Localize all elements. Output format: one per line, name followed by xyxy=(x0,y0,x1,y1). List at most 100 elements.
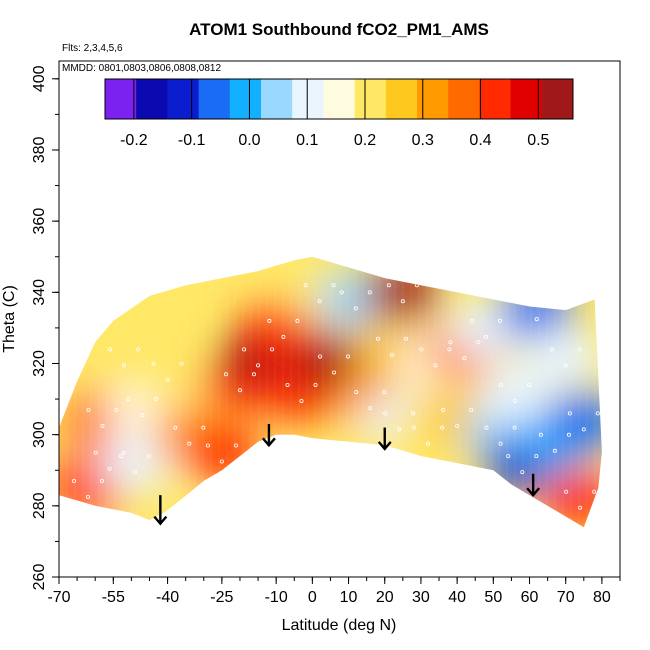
colorbar-tick-label: 0.5 xyxy=(527,132,549,149)
y-tick-label: 360 xyxy=(31,208,48,235)
sample-points xyxy=(71,283,600,510)
x-tick-label: -10 xyxy=(265,589,288,606)
sample-point xyxy=(375,336,380,341)
sample-point xyxy=(581,427,586,432)
colorbar-cell xyxy=(510,79,543,119)
sample-point xyxy=(592,489,597,494)
sample-point xyxy=(71,479,76,484)
sample-point xyxy=(403,336,408,341)
y-tick-label: 260 xyxy=(31,564,48,591)
x-tick-label: 70 xyxy=(557,589,575,606)
sample-point xyxy=(233,443,238,448)
colorbar-cell xyxy=(479,79,512,119)
sample-point xyxy=(520,301,525,306)
sample-point xyxy=(484,425,489,430)
sample-point xyxy=(566,432,571,437)
plot-area xyxy=(59,256,602,528)
sample-point xyxy=(548,301,553,306)
sample-point xyxy=(368,406,373,411)
sample-point xyxy=(455,423,460,428)
sample-point xyxy=(299,398,304,403)
x-tick-label: 10 xyxy=(340,589,358,606)
sample-point xyxy=(267,318,272,323)
sample-point xyxy=(119,454,124,459)
x-tick-label: -40 xyxy=(156,589,179,606)
sample-point xyxy=(383,411,388,416)
sample-point xyxy=(447,347,452,352)
colorbar-cell xyxy=(385,79,418,119)
sample-point xyxy=(411,411,416,416)
y-tick-label: 280 xyxy=(31,492,48,519)
y-axis: 260 280 300 320 340 360 380 400 xyxy=(31,65,59,590)
sample-point xyxy=(151,361,156,366)
sample-point xyxy=(538,432,543,437)
profile-arrows xyxy=(153,423,541,526)
sample-point xyxy=(506,454,511,459)
colorbar-tick-label: 0.0 xyxy=(238,132,260,149)
sample-point xyxy=(448,340,453,345)
x-axis-label: Latitude (deg N) xyxy=(282,617,397,634)
sample-point xyxy=(426,441,431,446)
sample-point xyxy=(133,470,138,475)
y-tick-label: 340 xyxy=(31,279,48,306)
sample-point xyxy=(121,450,126,455)
sample-point xyxy=(147,454,152,459)
sample-point xyxy=(331,283,336,288)
sample-point xyxy=(476,340,481,345)
sample-point xyxy=(354,390,359,395)
sample-point xyxy=(527,382,532,387)
colorbar-tick-label: 0.3 xyxy=(412,132,434,149)
sample-point xyxy=(86,407,91,412)
sample-point xyxy=(108,347,113,352)
sample-point xyxy=(367,290,372,295)
x-tick-label: -70 xyxy=(47,589,70,606)
flights-annotation: Flts: 2,3,4,5,6 xyxy=(62,43,123,54)
sample-point xyxy=(237,388,242,393)
sample-point xyxy=(513,398,518,403)
profile-arrow xyxy=(526,473,541,497)
sample-point xyxy=(520,470,525,475)
sample-point xyxy=(303,283,308,288)
heatmap-cell xyxy=(86,326,163,387)
sample-point xyxy=(346,354,351,359)
colorbar-tick-label: 0.4 xyxy=(469,132,491,149)
sample-point xyxy=(201,425,206,430)
colorbar-tick-label: 0.2 xyxy=(354,132,376,149)
sample-point xyxy=(440,425,445,430)
heatmap-cell xyxy=(542,468,602,528)
sample-point xyxy=(126,397,131,402)
sample-point xyxy=(382,390,387,395)
sample-point xyxy=(470,318,475,323)
sample-point xyxy=(179,361,184,366)
sample-point xyxy=(285,382,290,387)
colorbar-cell xyxy=(229,79,262,119)
sample-point xyxy=(484,334,489,339)
sample-point xyxy=(397,427,402,432)
sample-point xyxy=(219,459,224,464)
colorbar-cell xyxy=(323,79,356,119)
colorbar-cell xyxy=(541,79,574,119)
y-axis-label: Theta (C) xyxy=(1,285,18,353)
sample-point xyxy=(154,397,159,402)
profile-arrow xyxy=(377,427,392,451)
sample-point xyxy=(419,347,424,352)
sample-point xyxy=(313,382,318,387)
x-tick-label: 40 xyxy=(448,589,466,606)
y-tick-label: 400 xyxy=(31,65,48,92)
y-tick-label: 300 xyxy=(31,421,48,448)
x-tick-label: 0 xyxy=(308,589,317,606)
colorbar-cell xyxy=(417,79,449,119)
sample-point xyxy=(339,290,344,295)
x-axis: -70 -55 -40 -25 -10 0 10 20 30 40 50 60 70 80 xyxy=(47,577,621,606)
x-tick-label: 60 xyxy=(521,589,539,606)
plot-frame xyxy=(58,60,621,578)
sample-point xyxy=(563,363,568,368)
sample-point xyxy=(114,407,119,412)
sample-point xyxy=(512,425,517,430)
x-tick-label: 20 xyxy=(376,589,394,606)
sample-point xyxy=(534,454,539,459)
colorbar-cell xyxy=(136,79,168,119)
sample-point xyxy=(270,347,275,352)
sample-point xyxy=(498,441,503,446)
